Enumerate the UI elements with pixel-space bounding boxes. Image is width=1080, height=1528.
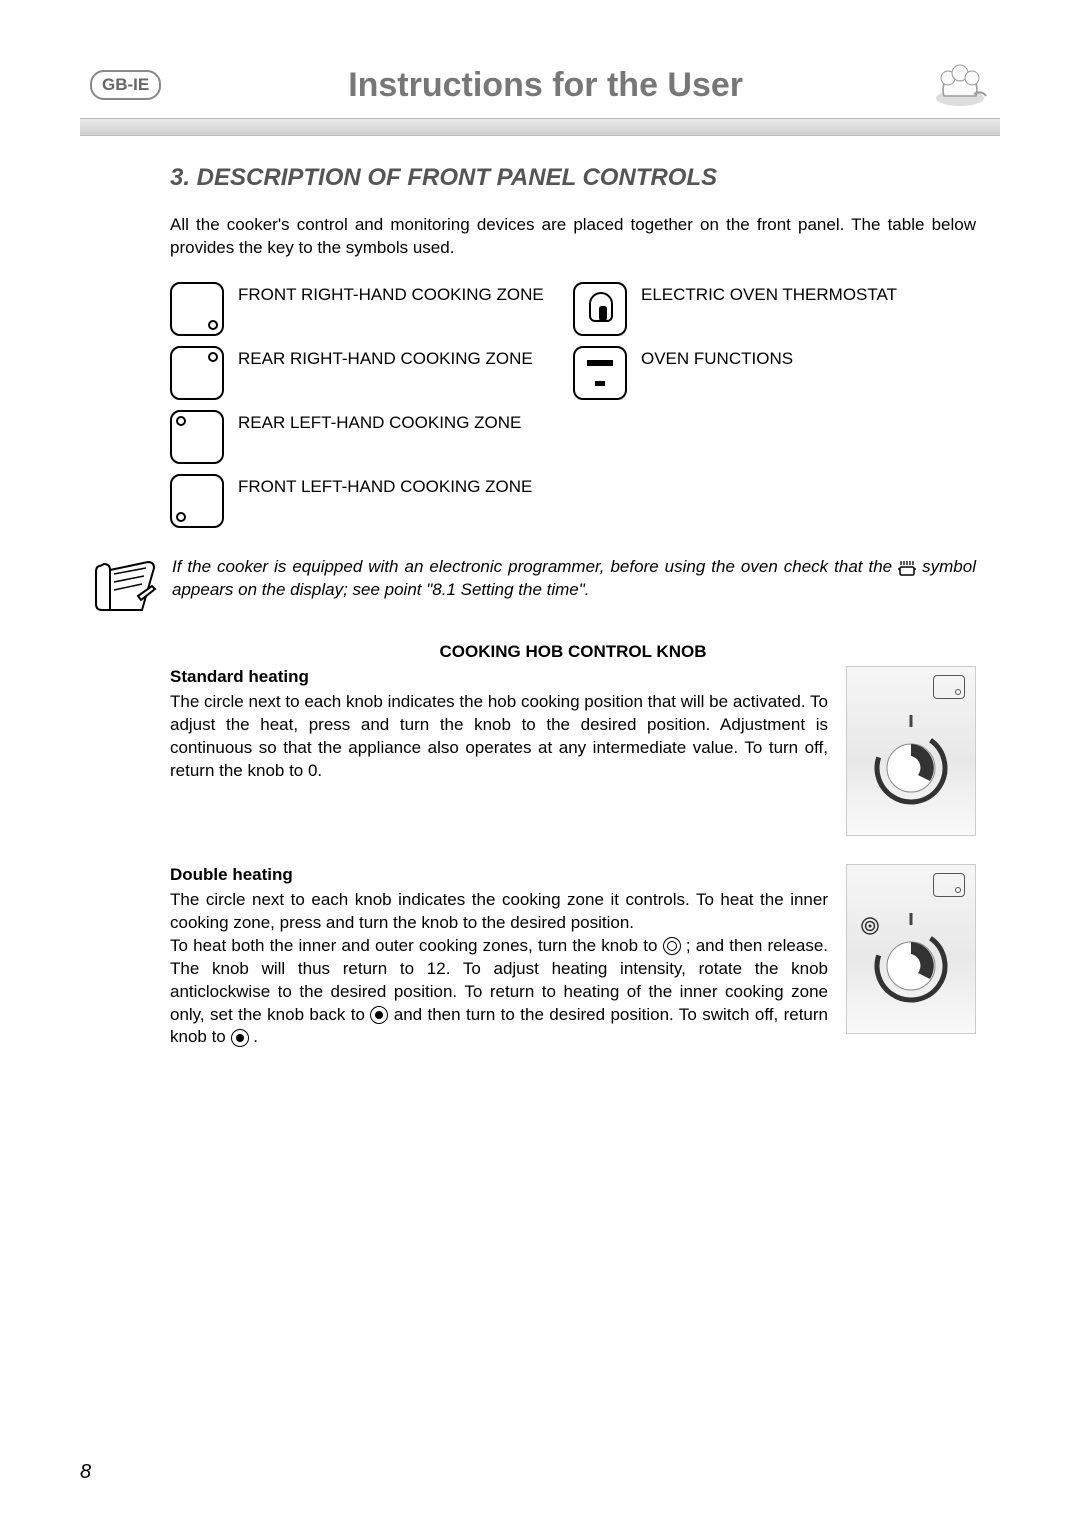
note-text: If the cooker is equipped with an electr… (172, 556, 976, 602)
rear-left-zone-label: REAR LEFT-HAND COOKING ZONE (238, 410, 521, 434)
standard-heating-title: Standard heating (170, 666, 828, 689)
rear-left-zone-icon (170, 410, 224, 464)
double-knob-illustration (846, 864, 976, 1034)
chef-hat-icon (930, 60, 990, 110)
header-divider-bar (80, 118, 1000, 136)
double-ring-icon (663, 937, 681, 955)
double-heating-title: Double heating (170, 864, 828, 887)
header-row: GB-IE Instructions for the User (80, 60, 1000, 110)
section-intro: All the cooker's control and monitoring … (170, 214, 976, 260)
standard-heating-body: The circle next to each knob indicates t… (170, 692, 828, 780)
standard-knob-illustration (846, 666, 976, 836)
rear-right-zone-icon (170, 346, 224, 400)
note-block: If the cooker is equipped with an electr… (80, 556, 976, 616)
hob-heading: COOKING HOB CONTROL KNOB (170, 642, 976, 662)
double-heating-p1: The circle next to each knob indicates t… (170, 890, 828, 932)
locale-badge: GB-IE (90, 70, 161, 100)
standard-heating-block: Standard heating The circle next to each… (170, 666, 976, 836)
pot-symbol-icon (898, 560, 916, 576)
note-text-part1: If the cooker is equipped with an electr… (172, 557, 898, 576)
front-right-zone-label: FRONT RIGHT-HAND COOKING ZONE (238, 282, 544, 306)
section-heading: 3. DESCRIPTION OF FRONT PANEL CONTROLS (170, 164, 1000, 192)
rear-right-zone-label: REAR RIGHT-HAND COOKING ZONE (238, 346, 533, 370)
double-heating-p2d: . (253, 1027, 258, 1046)
page-number: 8 (80, 1461, 91, 1484)
page-title: Instructions for the User (161, 66, 930, 105)
front-right-zone-icon (170, 282, 224, 336)
symbols-table: FRONT RIGHT-HAND COOKING ZONE ELECTRIC O… (170, 282, 976, 528)
note-scroll-icon (92, 556, 158, 616)
front-left-zone-icon (170, 474, 224, 528)
thermostat-label: ELECTRIC OVEN THERMOSTAT (641, 282, 897, 306)
front-left-zone-label: FRONT LEFT-HAND COOKING ZONE (238, 474, 532, 498)
double-heating-p2a: To heat both the inner and outer cooking… (170, 936, 663, 955)
filled-dot-icon (231, 1029, 249, 1047)
oven-functions-label: OVEN FUNCTIONS (641, 346, 793, 370)
filled-dot-icon (370, 1006, 388, 1024)
thermostat-icon (573, 282, 627, 336)
oven-functions-icon (573, 346, 627, 400)
double-heating-block: Double heating The circle next to each k… (170, 864, 976, 1050)
